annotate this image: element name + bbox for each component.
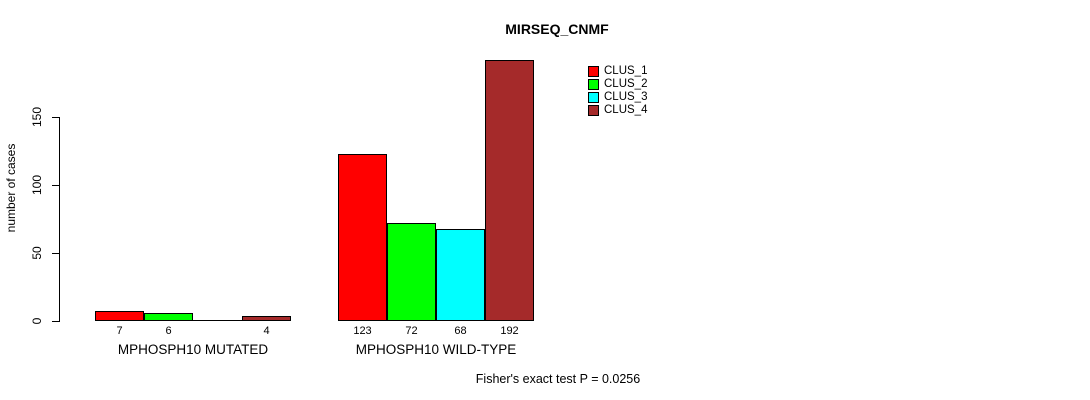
legend-swatch-clus-4 [588, 105, 599, 116]
bar-value-label: 68 [454, 325, 467, 337]
bar-clus-3-zero [193, 320, 242, 321]
y-tick-label: 0 [30, 317, 44, 325]
legend-swatch-clus-1 [588, 66, 599, 77]
legend-label: CLUS_3 [604, 91, 648, 103]
y-tick-label: 100 [30, 174, 44, 196]
bar-clus-2 [144, 313, 193, 321]
y-axis-tick [52, 185, 59, 186]
legend-label: CLUS_4 [604, 104, 648, 116]
bar-clus-2 [387, 223, 436, 321]
legend-swatch-clus-3 [588, 92, 599, 103]
bar-clus-3 [436, 229, 485, 321]
legend-label: CLUS_1 [604, 65, 648, 77]
bar-clus-1 [338, 154, 387, 321]
y-axis-label: number of cases [4, 143, 18, 233]
y-axis-tick [52, 117, 59, 118]
category-label: MPHOSPH10 WILD-TYPE [355, 342, 517, 357]
y-axis-tick [52, 253, 59, 254]
category-label: MPHOSPH10 MUTATED [117, 342, 269, 357]
y-tick-label: 50 [30, 246, 44, 260]
bar-clus-4 [242, 316, 291, 321]
y-tick-label: 150 [30, 106, 44, 128]
bar-value-label: 6 [165, 325, 172, 337]
bar-clus-4 [485, 60, 534, 321]
bar-value-label: 4 [263, 325, 270, 337]
bar-clus-1 [95, 311, 144, 321]
legend-label: CLUS_2 [604, 78, 648, 90]
y-axis-tick [52, 321, 59, 322]
bar-value-label: 123 [353, 325, 372, 337]
bar-value-label: 192 [500, 325, 519, 337]
fisher-test-caption: Fisher's exact test P = 0.0256 [475, 372, 641, 386]
chart-title: MIRSEQ_CNMF [505, 21, 609, 37]
bar-value-label: 72 [405, 325, 418, 337]
legend-swatch-clus-2 [588, 79, 599, 90]
y-axis-line [59, 117, 60, 322]
bar-value-label: 7 [116, 325, 123, 337]
